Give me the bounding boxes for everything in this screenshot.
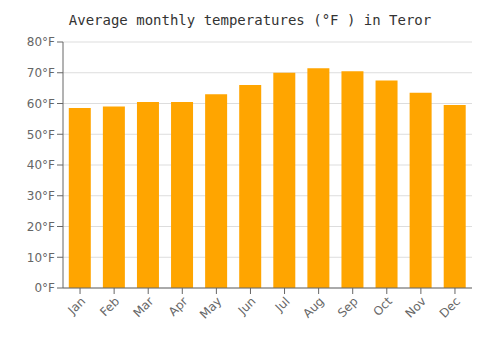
svg-text:Jun: Jun bbox=[235, 294, 259, 318]
svg-text:50°F: 50°F bbox=[27, 128, 55, 142]
svg-text:60°F: 60°F bbox=[27, 97, 55, 111]
svg-text:Jul: Jul bbox=[272, 294, 293, 315]
html-text:Average monthly temperatures (: Average monthly temperatures (°F ) in Te… bbox=[68, 12, 432, 28]
svg-text:Dec: Dec bbox=[437, 294, 463, 320]
svg-text:Feb: Feb bbox=[97, 294, 122, 319]
svg-text:10°F: 10°F bbox=[27, 251, 55, 265]
svg-text:30°F: 30°F bbox=[27, 189, 55, 203]
svg-text:Oct: Oct bbox=[370, 294, 395, 319]
svg-text:Sep: Sep bbox=[335, 294, 361, 320]
svg-text:Nov: Nov bbox=[403, 294, 429, 320]
svg-text:May: May bbox=[197, 294, 224, 321]
svg-text:80°F: 80°F bbox=[27, 35, 55, 49]
svg-text:Aug: Aug bbox=[300, 294, 326, 320]
svg-text:0°F: 0°F bbox=[34, 281, 55, 295]
svg-text:70°F: 70°F bbox=[27, 66, 55, 80]
svg-text:Mar: Mar bbox=[130, 294, 156, 320]
svg-text:40°F: 40°F bbox=[27, 158, 55, 172]
svg-text:20°F: 20°F bbox=[27, 220, 55, 234]
svg-text:Jan: Jan bbox=[64, 294, 88, 318]
svg-text:Apr: Apr bbox=[166, 294, 191, 319]
